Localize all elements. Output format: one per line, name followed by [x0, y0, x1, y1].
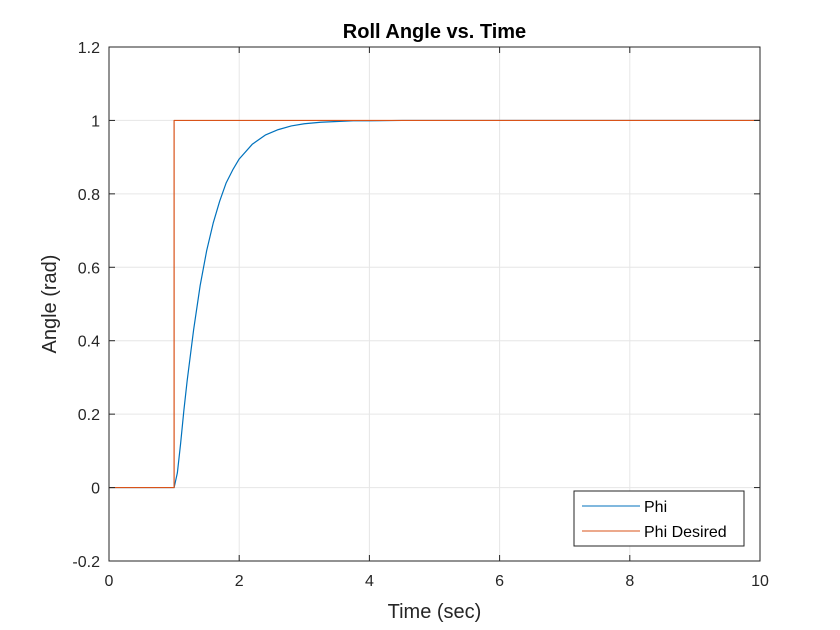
x-axis-title: Time (sec)	[388, 601, 482, 623]
y-tick-label: 1	[91, 113, 100, 130]
plot-frame	[108, 46, 761, 562]
y-tick-label: 0.8	[78, 187, 100, 204]
x-tick-label: 8	[625, 573, 634, 590]
tick-layer: 0 2 4 6 8 10 -0.2 0 0.2 0.4 0.6 0.8 1 1.2	[72, 40, 769, 590]
legend-label-phi-desired: Phi Desired	[644, 524, 727, 541]
y-axis-title: Angle (rad)	[39, 255, 61, 354]
x-tick-label: 4	[365, 573, 374, 590]
legend-box	[573, 490, 745, 547]
x-tick-label: 0	[105, 573, 114, 590]
x-tick-label: 2	[235, 573, 244, 590]
y-tick-label: 0.2	[78, 407, 100, 424]
y-tick-label: 1.2	[78, 40, 100, 57]
series-line-phi	[109, 119, 760, 489]
series-line-phi-desired	[109, 119, 760, 489]
series-layer	[109, 119, 760, 489]
chart-title: Roll Angle vs. Time	[343, 21, 526, 43]
legend-label-phi: Phi	[644, 499, 667, 516]
y-tick-label: 0	[91, 481, 100, 498]
y-tick-label: -0.2	[72, 554, 100, 571]
x-tick-label: 6	[495, 573, 504, 590]
y-tick-label: 0.6	[78, 260, 100, 277]
x-tick-label: 10	[751, 573, 769, 590]
grid-layer	[109, 47, 760, 561]
legend[interactable]: Phi Phi Desired	[573, 490, 745, 547]
y-tick-label: 0.4	[78, 334, 100, 351]
